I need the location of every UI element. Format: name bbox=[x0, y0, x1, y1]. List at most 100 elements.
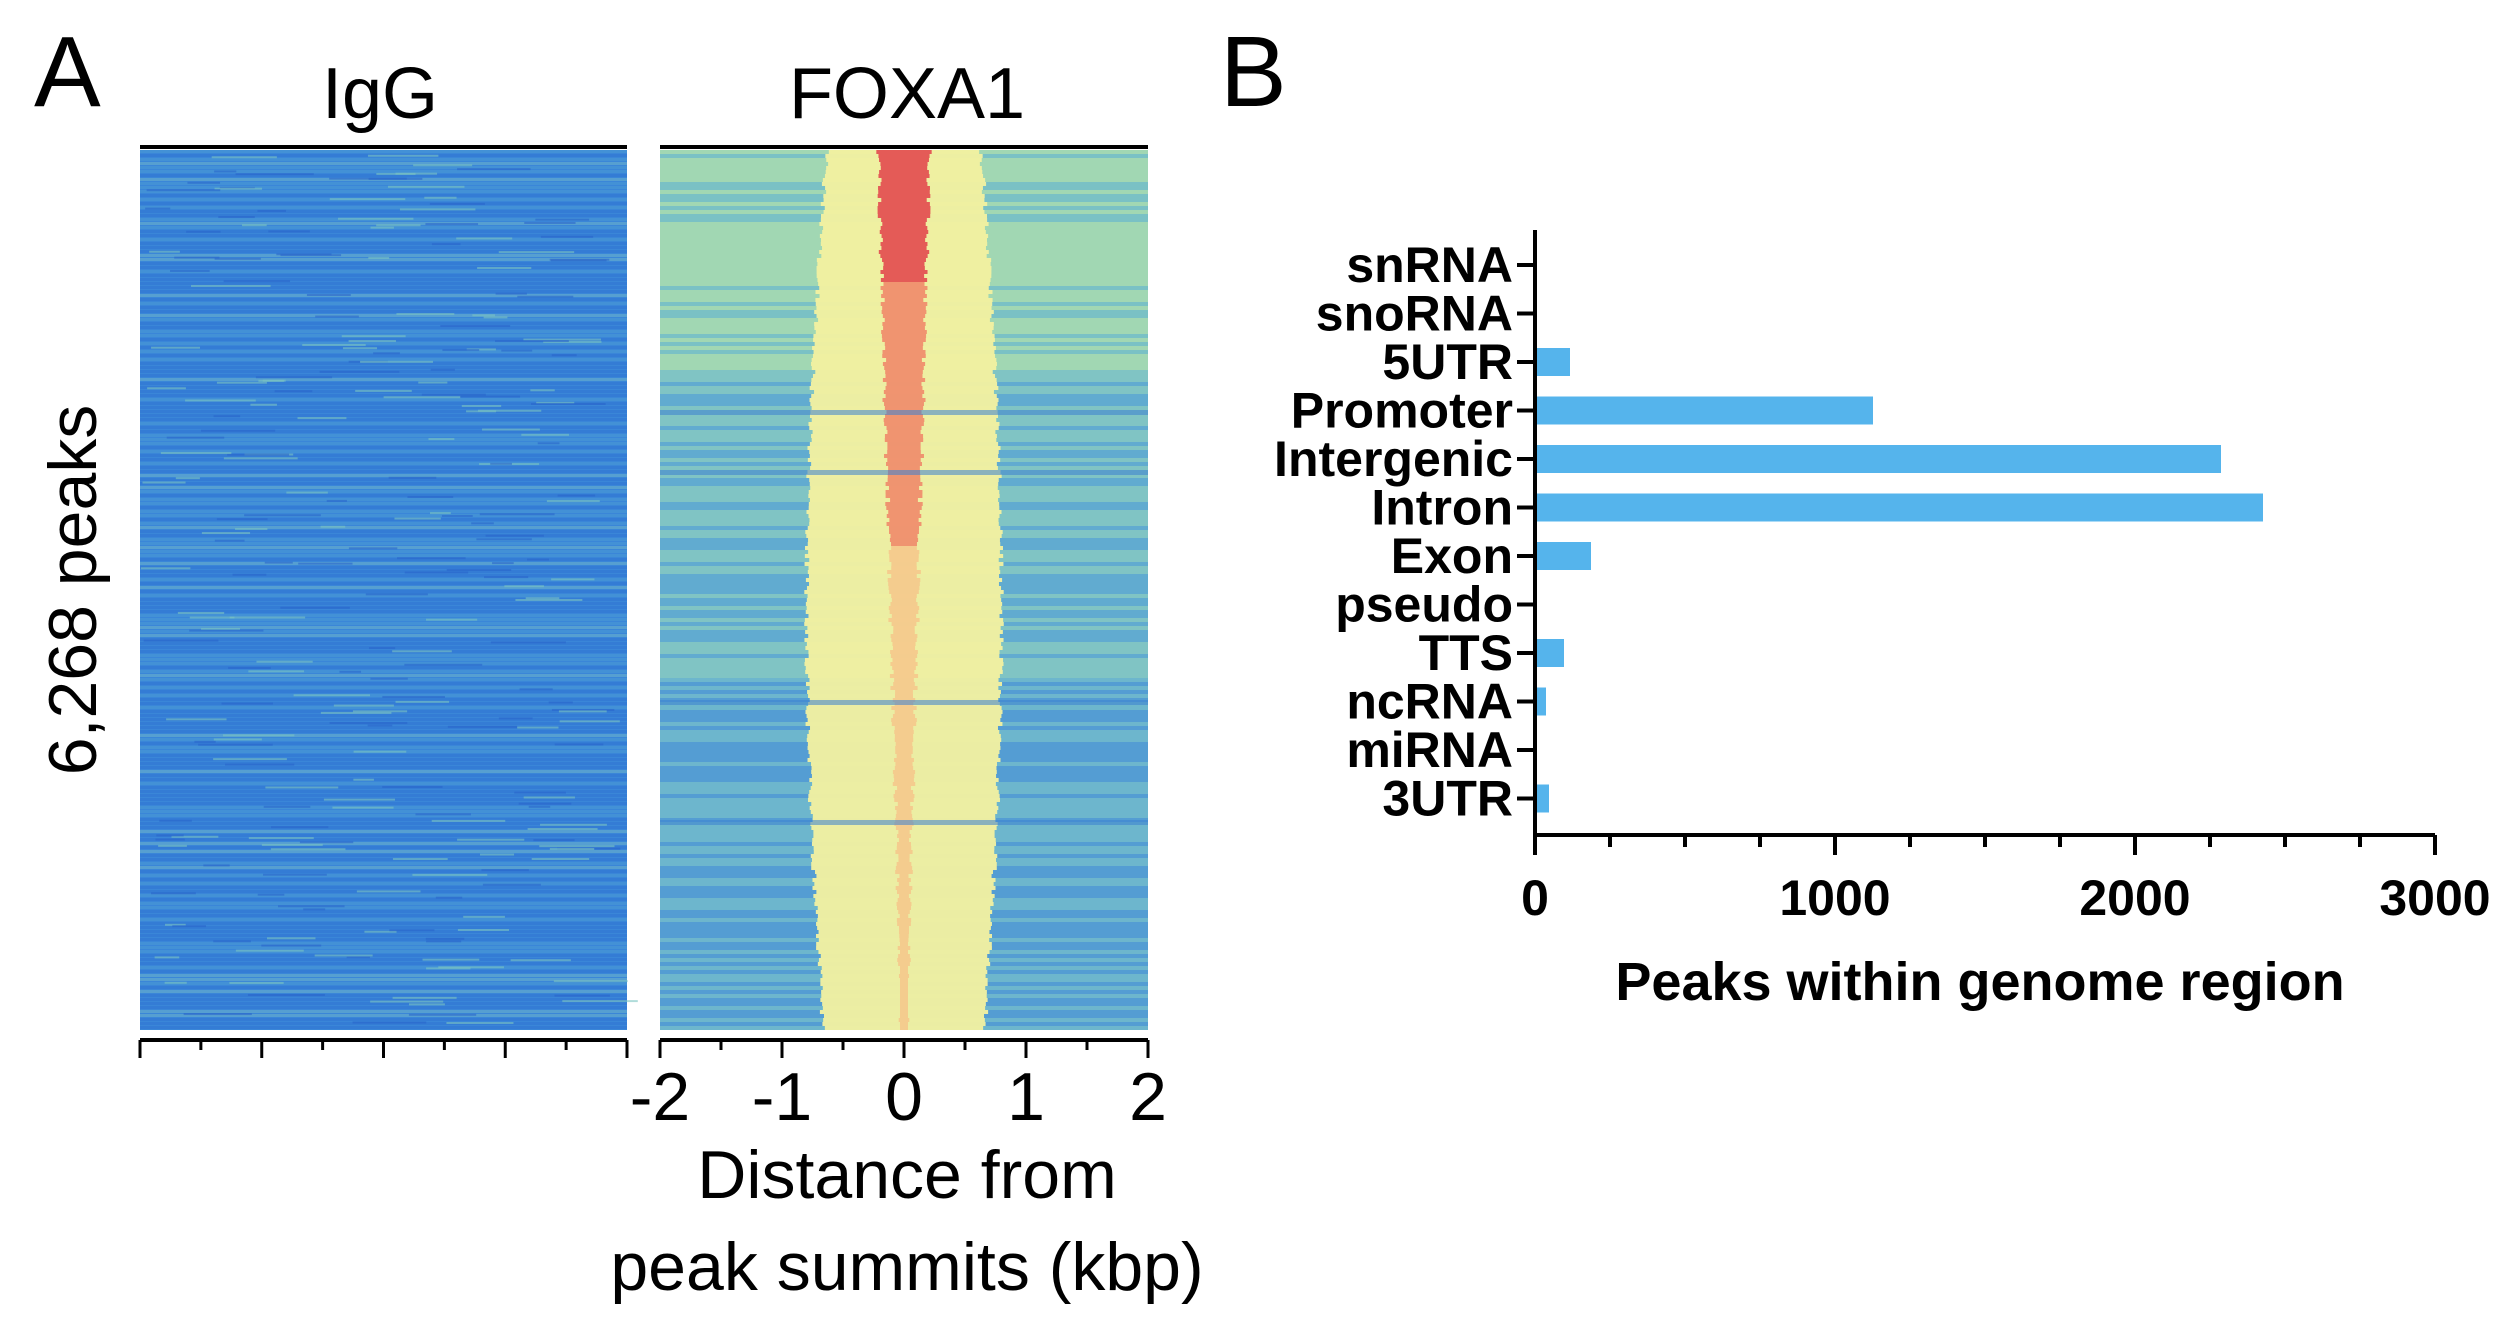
igg-heatmap-row bbox=[140, 642, 627, 645]
foxa1-heatmap-stripe bbox=[660, 410, 1148, 415]
igg-heatmap-row bbox=[140, 246, 627, 249]
igg-heatmap-streak bbox=[332, 806, 394, 809]
igg-heatmap-row bbox=[140, 1018, 627, 1021]
igg-heatmap-row bbox=[140, 490, 627, 493]
igg-heatmap-streak bbox=[472, 314, 495, 317]
igg-heatmap-streak bbox=[382, 695, 445, 698]
igg-heatmap-streak bbox=[348, 547, 398, 550]
igg-heatmap-row bbox=[140, 438, 627, 441]
igg-heatmap-row bbox=[140, 346, 627, 349]
foxa1-heatmap-core bbox=[884, 366, 924, 370]
igg-heatmap-streak bbox=[263, 805, 311, 808]
igg-heatmap-streak bbox=[412, 873, 488, 876]
foxa1-heatmap-core bbox=[881, 246, 927, 250]
foxa1-heatmap-core bbox=[887, 474, 921, 478]
igg-heatmap-streak bbox=[438, 966, 504, 969]
igg-heatmap-row bbox=[140, 718, 627, 721]
foxa1-heatmap-core bbox=[895, 870, 913, 874]
foxa1-heatmap-core bbox=[890, 650, 918, 654]
foxa1-heatmap-core bbox=[880, 166, 928, 170]
igg-heatmap-streak bbox=[558, 710, 607, 713]
foxa1-heatmap-core bbox=[888, 586, 920, 590]
igg-heatmap-streak bbox=[492, 562, 514, 565]
igg-heatmap-streak bbox=[319, 370, 400, 373]
igg-heatmap-streak bbox=[189, 616, 235, 619]
bar-category-label: 3UTR bbox=[1382, 771, 1513, 827]
igg-heatmap-streak bbox=[211, 156, 277, 159]
foxa1-heatmap-core bbox=[897, 802, 911, 806]
foxa1-heatmap-core bbox=[879, 158, 929, 162]
foxa1-heatmap-core bbox=[887, 446, 921, 450]
foxa1-heatmap-core bbox=[895, 806, 913, 810]
foxa1-heatmap-core bbox=[882, 314, 926, 318]
igg-heatmap-row bbox=[140, 526, 627, 529]
foxa1-heatmap-core bbox=[877, 206, 931, 210]
igg-heatmap-row bbox=[140, 754, 627, 757]
igg-heatmap-row bbox=[140, 594, 627, 597]
igg-heatmap-row bbox=[140, 378, 627, 381]
igg-heatmap-streak bbox=[203, 864, 230, 867]
foxa1-heatmap-core bbox=[891, 562, 917, 566]
foxa1-heatmap-core bbox=[888, 550, 920, 554]
igg-heatmap-streak bbox=[422, 958, 480, 961]
foxa1-heatmap-core bbox=[900, 950, 908, 954]
igg-heatmap-row bbox=[140, 838, 627, 841]
igg-heatmap-streak bbox=[356, 890, 421, 893]
foxa1-heatmap-core bbox=[890, 602, 918, 606]
igg-heatmap-row bbox=[140, 726, 627, 729]
igg-heatmap-streak bbox=[323, 798, 396, 801]
foxa1-heatmap-core bbox=[896, 918, 912, 922]
bar-x-axis-label: Peaks within genome region bbox=[1615, 952, 2344, 1012]
foxa1-heatmap-core bbox=[892, 770, 916, 774]
igg-heatmap-streak bbox=[446, 569, 512, 572]
igg-heatmap-row bbox=[140, 530, 627, 533]
igg-heatmap-streak bbox=[244, 514, 321, 517]
igg-heatmap-row bbox=[140, 906, 627, 909]
foxa1-heatmap-core bbox=[882, 338, 926, 342]
igg-heatmap-row bbox=[140, 194, 627, 197]
foxa1-heatmap-core bbox=[900, 1002, 908, 1006]
foxa1-heatmap-core bbox=[889, 674, 919, 678]
foxa1-heatmap-core bbox=[890, 654, 918, 658]
igg-heatmap-streak bbox=[562, 1000, 638, 1003]
igg-heatmap-row bbox=[140, 870, 627, 873]
foxa1-heatmap-core bbox=[894, 758, 914, 762]
foxa1-heatmap-core bbox=[888, 486, 920, 490]
igg-heatmap-streak bbox=[326, 499, 347, 502]
igg-heatmap-streak bbox=[515, 598, 583, 601]
foxa1-heatmap-core bbox=[885, 502, 923, 506]
foxa1-heatmap-core bbox=[893, 774, 915, 778]
igg-heatmap-streak bbox=[490, 641, 566, 644]
igg-heatmap-streak bbox=[353, 778, 374, 781]
foxa1-heatmap-core bbox=[885, 394, 923, 398]
igg-heatmap-row bbox=[140, 970, 627, 973]
heatmap-tick-label: 1 bbox=[1007, 1059, 1045, 1135]
igg-heatmap-streak bbox=[382, 785, 443, 788]
igg-heatmap-streak bbox=[527, 828, 598, 831]
igg-heatmap-streak bbox=[267, 937, 316, 940]
foxa1-heatmap-core bbox=[889, 538, 919, 542]
igg-heatmap-streak bbox=[201, 628, 240, 631]
igg-heatmap-row bbox=[140, 878, 627, 881]
foxa1-heatmap-core bbox=[885, 374, 923, 378]
igg-heatmap-row bbox=[140, 618, 627, 621]
igg-heatmap-streak bbox=[431, 243, 461, 246]
igg-heatmap-row bbox=[140, 802, 627, 805]
igg-heatmap-row bbox=[140, 954, 627, 957]
igg-heatmap-streak bbox=[214, 187, 263, 190]
bar-x-tick-label: 1000 bbox=[1779, 870, 1890, 926]
foxa1-heatmap-core bbox=[892, 782, 916, 786]
igg-heatmap-streak bbox=[554, 743, 604, 746]
igg-heatmap-row bbox=[140, 1014, 627, 1017]
igg-heatmap-streak bbox=[151, 892, 196, 895]
igg-heatmap-streak bbox=[280, 606, 350, 609]
igg-heatmap-streak bbox=[524, 221, 576, 224]
igg-heatmap-row bbox=[140, 862, 627, 865]
igg-heatmap-row bbox=[140, 222, 627, 225]
igg-heatmap-streak bbox=[257, 893, 285, 896]
foxa1-heatmap-core bbox=[884, 298, 924, 302]
igg-heatmap-streak bbox=[527, 558, 549, 561]
igg-heatmap-row bbox=[140, 342, 627, 345]
foxa1-heatmap-core bbox=[900, 970, 908, 974]
